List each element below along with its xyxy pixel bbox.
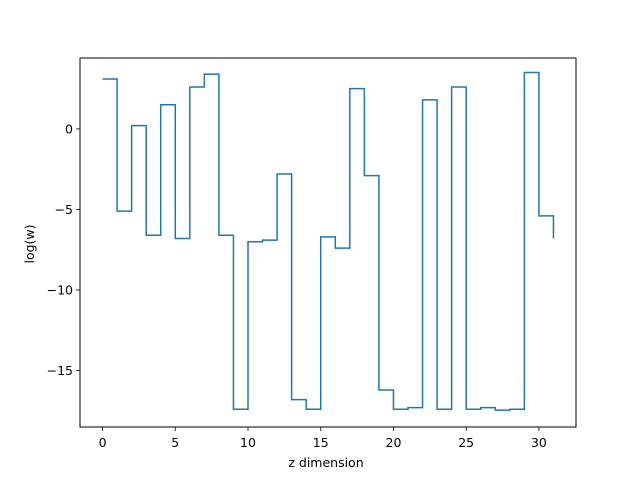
x-tick-label: 15 bbox=[313, 435, 329, 450]
axis-ticks: 0 5 10 15 20 25 30 −15 −10 −5 0 bbox=[47, 121, 547, 450]
x-axis-label: z dimension bbox=[288, 455, 363, 470]
y-tick-label: −5 bbox=[55, 202, 73, 217]
plot-area bbox=[102, 71, 555, 411]
y-tick-label: −10 bbox=[47, 283, 73, 298]
y-tick-label: 0 bbox=[65, 121, 73, 136]
y-tick-label: −15 bbox=[47, 363, 73, 378]
x-tick-label: 20 bbox=[386, 435, 402, 450]
y-axis-label: log(w) bbox=[22, 224, 37, 263]
plot-frame bbox=[79, 57, 577, 428]
x-tick-label: 30 bbox=[531, 435, 547, 450]
x-tick-label: 0 bbox=[99, 435, 107, 450]
x-tick-label: 25 bbox=[458, 435, 474, 450]
series-line-0 bbox=[102, 71, 555, 411]
x-tick-label: 10 bbox=[240, 435, 256, 450]
x-tick-label: 5 bbox=[171, 435, 179, 450]
